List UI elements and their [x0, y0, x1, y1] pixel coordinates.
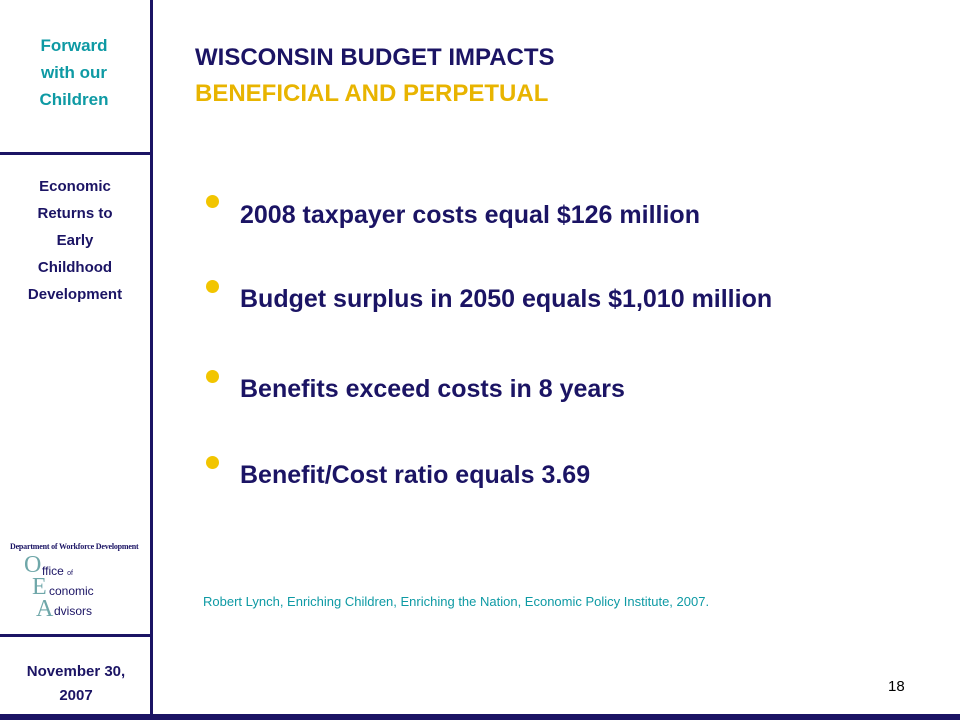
logo-letter-a: A: [36, 596, 54, 622]
logo-word-of: of: [67, 570, 73, 577]
slide-title: WISCONSIN BUDGET IMPACTS: [195, 44, 555, 71]
sidebar-divider-bottom: [0, 634, 152, 637]
bottom-bar: [0, 714, 960, 720]
office-of-economic-advisors-logo: Department of Workforce Development O ff…: [6, 542, 148, 628]
bullet-icon: [206, 280, 219, 293]
bullet-item: 2008 taxpayer costs equal $126 million: [240, 201, 700, 229]
bullet-item: Budget surplus in 2050 equals $1,010 mil…: [240, 285, 773, 313]
source-citation: Robert Lynch, Enriching Children, Enrich…: [203, 594, 710, 609]
logo-word-office: ffice of: [42, 564, 73, 578]
bullet-item: Benefit/Cost ratio equals 3.69: [240, 461, 591, 489]
bullet-icon: [206, 195, 219, 208]
logo-word-advisors: dvisors: [54, 604, 93, 618]
sidebar-divider-vertical: [150, 0, 153, 714]
sidebar-title: Forward with our Children: [39, 36, 109, 109]
page-number: 18: [888, 678, 905, 695]
logo-department-text: Department of Workforce Development: [10, 542, 139, 551]
presentation-date: November 30, 2007: [26, 663, 126, 704]
slide-subtitle: BENEFICIAL AND PERPETUAL: [195, 80, 549, 107]
sidebar-subtitle: Economic Returns to Early Childhood Deve…: [27, 178, 123, 303]
bullet-icon: [206, 456, 219, 469]
sidebar: Forward with our Children Economic Retur…: [0, 0, 152, 714]
sidebar-divider-top: [0, 152, 152, 155]
logo-letter-o: O: [24, 552, 42, 578]
bullet-item: Benefits exceed costs in 8 years: [240, 375, 625, 403]
bullet-icon: [206, 370, 219, 383]
logo-word-economic: conomic: [49, 584, 94, 598]
logo-letter-e: E: [32, 574, 47, 600]
